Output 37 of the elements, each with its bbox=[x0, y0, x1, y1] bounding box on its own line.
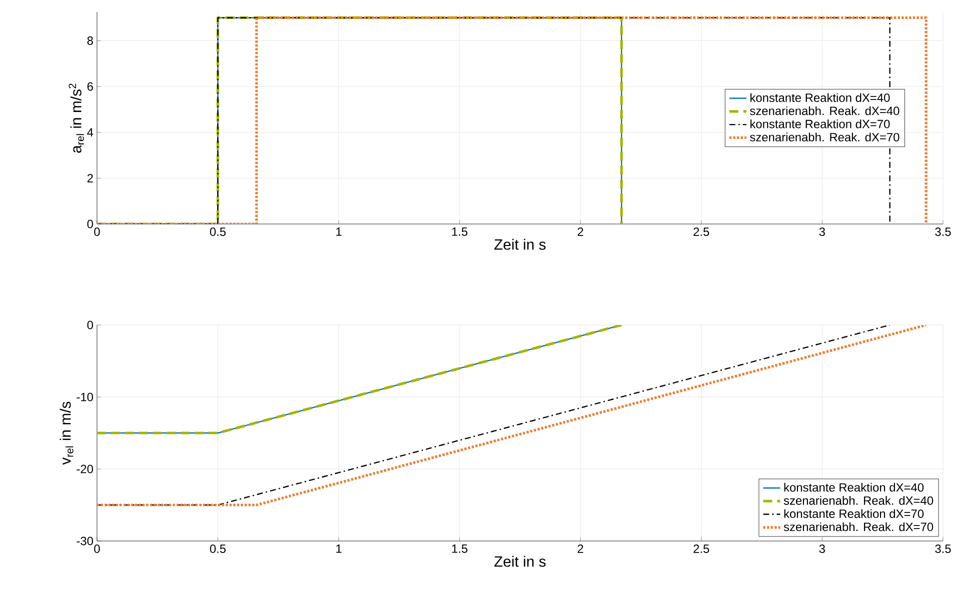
y-tick-label: 0 bbox=[87, 220, 94, 228]
x-axis-title: Zeit in s bbox=[494, 556, 546, 567]
x-tick-label: 1 bbox=[336, 544, 342, 553]
legend-label: konstante Reaktion dX=70 bbox=[784, 509, 924, 518]
x-tick-label: 2 bbox=[578, 544, 584, 553]
legend-label: konstante Reaktion dX=40 bbox=[784, 482, 924, 492]
legend-label: szenarienabh. Reak. dX=70 bbox=[784, 522, 934, 532]
x-axis-title: Zeit in s bbox=[494, 238, 546, 250]
x-tick-label: 3.5 bbox=[935, 228, 951, 236]
legend-label: konstante Reaktion dX=40 bbox=[750, 93, 890, 102]
y-axis-title: v$_{rel}$ in m/s bbox=[60, 402, 74, 465]
y-tick-label: 6 bbox=[87, 82, 93, 91]
x-tick-label: 0 bbox=[94, 544, 100, 553]
x-tick-label: 3 bbox=[819, 544, 825, 553]
y-tick-label: 4 bbox=[87, 128, 94, 136]
x-tick-label: 3.5 bbox=[935, 544, 951, 553]
y-tick-label: 0 bbox=[87, 320, 94, 330]
x-tick-label: 2.5 bbox=[694, 228, 710, 236]
x-tick-label: 1.5 bbox=[452, 228, 468, 236]
x-tick-label: 2.5 bbox=[694, 544, 710, 553]
legend-label: szenarienabh. Reak. dX=70 bbox=[750, 132, 900, 142]
x-tick-label: 0 bbox=[94, 228, 100, 236]
x-tick-label: 1 bbox=[336, 228, 342, 236]
x-tick-label: 1.5 bbox=[452, 544, 468, 553]
x-tick-label: 3 bbox=[819, 228, 825, 236]
y-tick-label: -20 bbox=[76, 464, 94, 474]
x-tick-label: 2 bbox=[578, 228, 584, 236]
y-tick-label: -10 bbox=[76, 392, 94, 402]
legend-label: szenarienabh. Reak. dX=40 bbox=[784, 496, 934, 505]
legend-label: konstante Reaktion dX=70 bbox=[750, 120, 890, 128]
x-tick-label: 0.5 bbox=[210, 544, 226, 553]
y-axis-title: a$_{rel}$ in m/s$^{2}$ bbox=[68, 84, 84, 153]
y-tick-label: 2 bbox=[87, 174, 93, 182]
legend-label: szenarienabh. Reak. dX=40 bbox=[750, 106, 900, 116]
y-tick-label: -30 bbox=[76, 536, 94, 546]
x-tick-label: 0.5 bbox=[210, 228, 226, 236]
y-tick-label: 8 bbox=[87, 36, 93, 45]
